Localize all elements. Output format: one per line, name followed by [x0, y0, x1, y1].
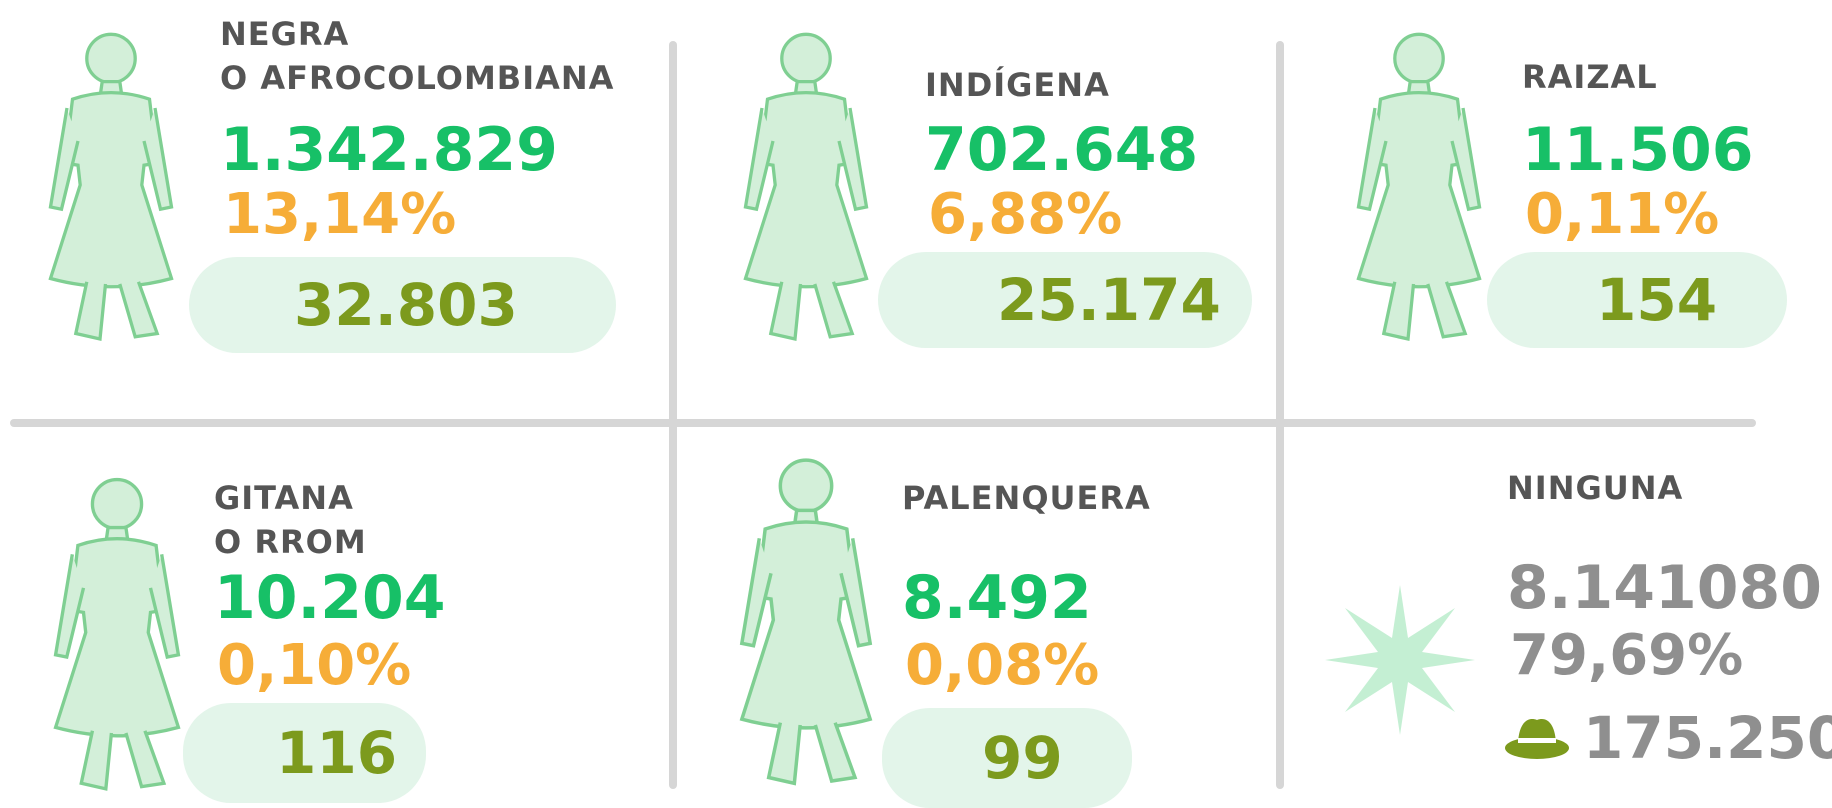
person-illustration — [746, 34, 867, 339]
households-count: 154 — [1596, 265, 1717, 335]
page: (() => { const data = JSON.parse(documen… — [0, 0, 1832, 801]
population-percent: 0,08% — [905, 633, 1099, 699]
person-illustration — [742, 460, 870, 783]
population-count: 11.506 — [1522, 115, 1754, 185]
category-label: O AFROCOLOMBIANA — [220, 56, 614, 100]
households-count: 116 — [276, 718, 397, 788]
households-count: 32.803 — [294, 270, 518, 340]
population-percent: 6,88% — [928, 182, 1122, 248]
star-icon — [1325, 585, 1475, 735]
person-illustration — [56, 480, 179, 789]
hat-icon — [1505, 719, 1569, 759]
person-illustration — [51, 34, 172, 339]
category-label: PALENQUERA — [902, 476, 1151, 520]
population-count: 1.342.829 — [220, 115, 558, 185]
category-label: NEGRA — [220, 12, 349, 56]
category-label: INDÍGENA — [925, 63, 1110, 107]
population-count: 10.204 — [214, 563, 446, 633]
population-percent: 0,11% — [1525, 182, 1719, 248]
person-illustration — [1359, 34, 1480, 339]
population-percent: 0,10% — [217, 633, 411, 699]
population-count: 8.492 — [902, 563, 1092, 633]
households-count: 99 — [982, 723, 1063, 793]
category-label: GITANA — [214, 476, 354, 520]
population-percent: 79,69% — [1510, 623, 1743, 689]
households-count: 175.250 — [1583, 703, 1832, 773]
population-count: 702.648 — [925, 115, 1198, 185]
households-count: 25.174 — [997, 265, 1221, 335]
category-label: NINGUNA — [1507, 466, 1683, 510]
population-count: 8.141080 — [1507, 553, 1822, 623]
population-percent: 13,14% — [223, 182, 456, 248]
category-label: RAIZAL — [1522, 55, 1658, 99]
category-label: O RROM — [214, 520, 367, 564]
